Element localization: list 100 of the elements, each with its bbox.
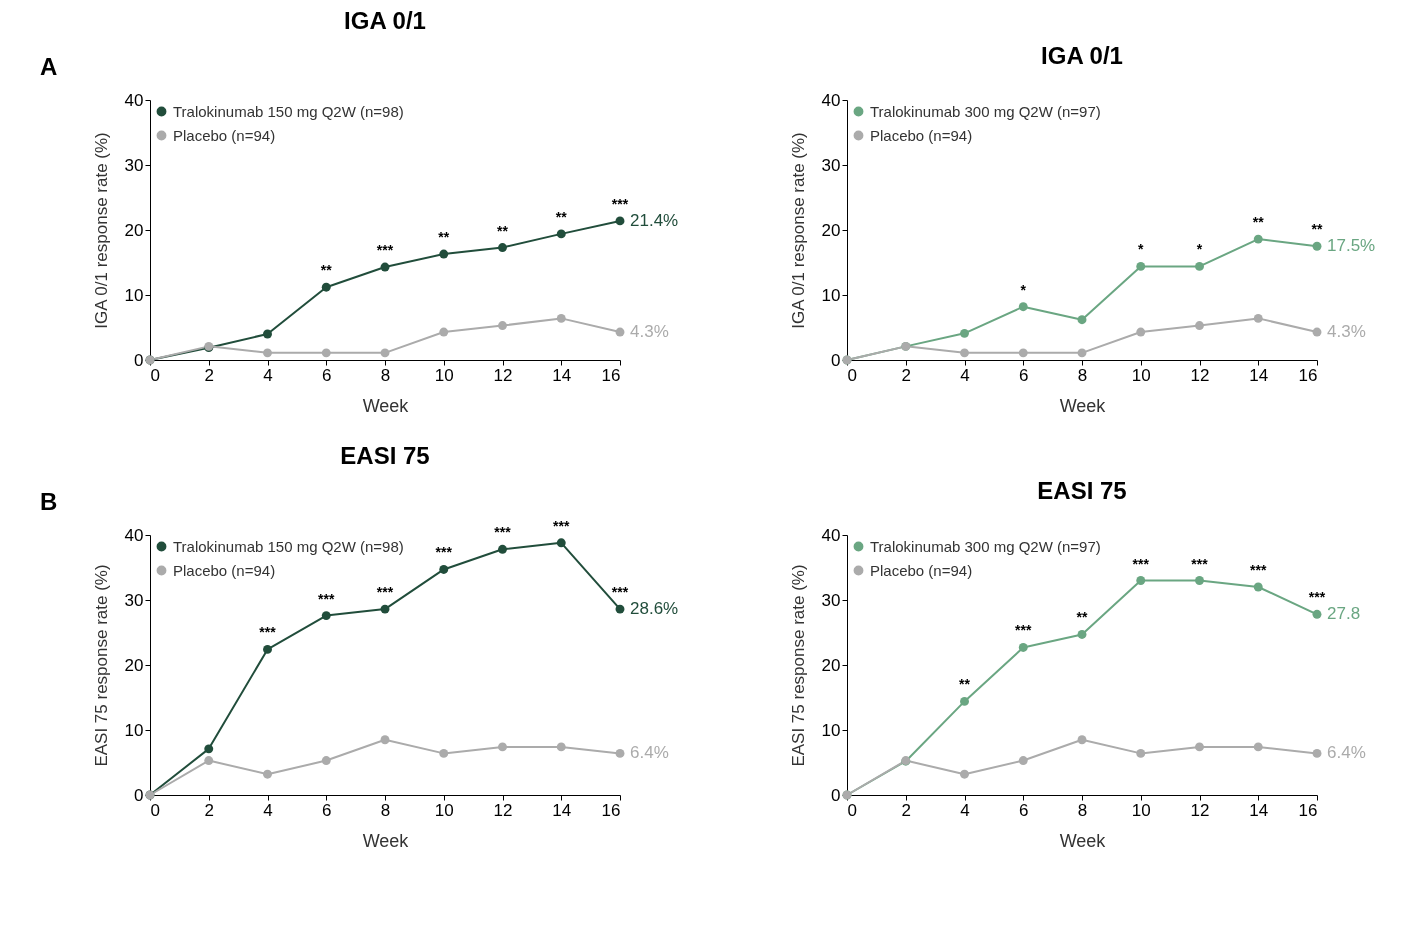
x-axis-title: Week xyxy=(1059,830,1107,851)
x-tick-label: 12 xyxy=(1190,365,1210,385)
point xyxy=(380,348,390,358)
point xyxy=(556,538,566,548)
x-tick-label: 14 xyxy=(552,800,572,820)
point xyxy=(204,756,214,766)
annotation: *** xyxy=(376,584,394,601)
x-tick-label: 12 xyxy=(493,800,513,820)
x-tick-label: 10 xyxy=(1131,800,1151,820)
x-tick-label: 10 xyxy=(1131,365,1151,385)
text: B xyxy=(40,488,58,515)
point xyxy=(1312,241,1322,251)
x-tick-label: 0 xyxy=(847,365,857,385)
point xyxy=(263,329,272,339)
point xyxy=(1136,261,1146,271)
legend-label: Tralokinumab 150 mg Q2W (n=98) xyxy=(173,537,404,555)
y-tick-label: 10 xyxy=(821,720,841,740)
point xyxy=(960,696,969,706)
annotation: *** xyxy=(611,584,629,601)
point xyxy=(380,735,390,745)
x-tick-label: 2 xyxy=(204,365,214,385)
point xyxy=(960,769,969,779)
annotation: *** xyxy=(376,242,394,259)
x-tick-label: 6 xyxy=(322,800,332,820)
point xyxy=(960,328,969,338)
x-tick-label: 16 xyxy=(601,800,621,820)
annotation: *** xyxy=(435,544,453,561)
y-tick-label: 20 xyxy=(124,220,144,240)
x-tick-label: 0 xyxy=(150,365,160,385)
legend-label: Placebo (n=94) xyxy=(870,126,973,144)
x-tick-label: 2 xyxy=(204,800,214,820)
y-tick-label: 30 xyxy=(821,155,841,175)
data-label: 17.5% xyxy=(1327,236,1376,256)
y-tick-label: 0 xyxy=(134,350,144,370)
point xyxy=(1077,315,1087,325)
chart-title: EASI 75 xyxy=(1037,477,1127,504)
data-label: 21.4% xyxy=(630,210,679,230)
point xyxy=(556,229,566,239)
x-tick-label: 10 xyxy=(434,365,454,385)
x-tick-label: 4 xyxy=(263,800,273,820)
point xyxy=(439,564,449,574)
point xyxy=(1312,327,1322,337)
point xyxy=(1195,742,1204,752)
legend-label: Tralokinumab 300 mg Q2W (n=97) xyxy=(870,537,1101,555)
point xyxy=(380,262,390,272)
y-axis-title: EASI 75 response rate (%) xyxy=(788,564,808,767)
y-tick-label: 20 xyxy=(821,220,841,240)
x-tick-label: 4 xyxy=(960,365,970,385)
text: A xyxy=(40,53,58,80)
y-tick-label: 20 xyxy=(124,655,144,675)
point xyxy=(1136,327,1146,337)
annotation: *** xyxy=(1015,622,1032,639)
y-tick-label: 0 xyxy=(134,785,144,805)
annotation: *** xyxy=(1132,555,1150,572)
x-tick-label: 16 xyxy=(601,365,621,385)
annotation: *** xyxy=(1308,589,1326,606)
y-tick-label: 30 xyxy=(124,155,144,175)
legend-label: Tralokinumab 150 mg Q2W (n=98) xyxy=(173,102,404,120)
x-tick-label: 6 xyxy=(1019,365,1029,385)
point xyxy=(1077,348,1087,358)
annotation: ** xyxy=(959,676,971,693)
chart-title: EASI 75 xyxy=(340,442,430,469)
point xyxy=(1253,313,1263,323)
x-tick-label: 4 xyxy=(960,800,970,820)
x-tick-label: 6 xyxy=(1019,800,1029,820)
legend-label: Placebo (n=94) xyxy=(173,561,276,579)
point xyxy=(498,544,507,554)
point xyxy=(321,611,331,621)
point xyxy=(1195,576,1204,585)
point xyxy=(1018,348,1028,358)
annotation: ** xyxy=(1076,609,1088,626)
point xyxy=(1018,302,1028,312)
legend-label: Placebo (n=94) xyxy=(173,126,276,144)
x-tick-label: 8 xyxy=(380,800,391,820)
legend-label: Tralokinumab 300 mg Q2W (n=97) xyxy=(870,102,1101,120)
y-tick-label: 0 xyxy=(831,785,841,805)
y-tick-label: 30 xyxy=(821,590,841,610)
point xyxy=(204,744,214,754)
x-tick-label: 0 xyxy=(150,800,160,820)
x-tick-label: 2 xyxy=(901,800,911,820)
annotation: *** xyxy=(318,590,335,607)
point xyxy=(321,348,331,358)
point xyxy=(960,348,969,358)
chart-title: IGA 0/1 xyxy=(1041,42,1123,69)
x-axis-title: Week xyxy=(362,830,410,851)
point xyxy=(615,327,625,337)
point xyxy=(321,756,331,766)
point xyxy=(615,748,625,758)
y-tick-label: 40 xyxy=(124,525,144,545)
x-tick-label: 12 xyxy=(493,365,513,385)
point xyxy=(1253,742,1263,752)
point xyxy=(615,216,625,226)
y-axis-title: IGA 0/1 response rate (%) xyxy=(91,132,111,329)
annotation: ** xyxy=(497,222,509,239)
point xyxy=(498,321,507,331)
legend-label: Placebo (n=94) xyxy=(870,561,973,579)
point xyxy=(1018,642,1028,652)
y-tick-label: 10 xyxy=(124,285,144,305)
y-tick-label: 40 xyxy=(821,525,841,545)
x-tick-label: 10 xyxy=(434,800,454,820)
